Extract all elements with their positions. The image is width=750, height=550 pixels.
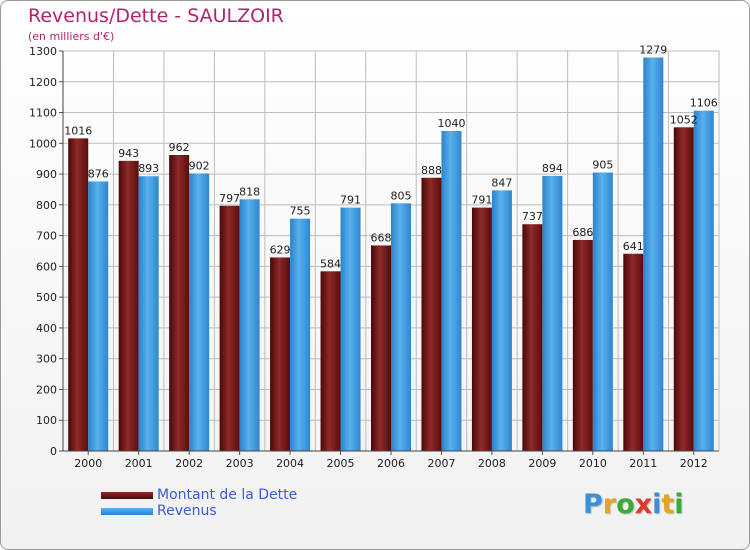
bar-revenus-2003 xyxy=(239,199,260,451)
data-label-dette-2008: 791 xyxy=(471,194,492,207)
x-tick-label-2008: 2008 xyxy=(478,457,506,470)
x-tick-label-2009: 2009 xyxy=(528,457,556,470)
axes: 0 100 200 300 400 500 600 700 800 900 1000 1100 1200… xyxy=(29,45,719,470)
bar-revenus-2010 xyxy=(592,172,613,452)
data-label-dette-2007: 888 xyxy=(421,164,442,177)
y-tick-label: 900 xyxy=(36,168,57,181)
bar-dette-2012 xyxy=(673,127,694,452)
bar-dette-2002 xyxy=(169,155,190,451)
x-tick-label-2005: 2005 xyxy=(327,457,355,470)
legend-label-dette: Montant de la Dette xyxy=(157,487,298,503)
data-label-revenus-2004: 755 xyxy=(290,205,311,218)
data-label-dette-2010: 686 xyxy=(572,226,593,239)
x-tick-label-2010: 2010 xyxy=(579,457,607,470)
bar-dette-2007 xyxy=(421,177,442,451)
bar-dette-2010 xyxy=(572,239,593,451)
data-label-revenus-2008: 847 xyxy=(491,176,512,189)
x-tick-label-2012: 2012 xyxy=(680,457,708,470)
data-label-revenus-2007: 1040 xyxy=(437,117,465,130)
y-tick-label: 1000 xyxy=(29,137,57,150)
logo-letter: r xyxy=(602,489,617,520)
data-label-revenus-2002: 902 xyxy=(189,159,210,172)
chart-title: Revenus/Dette - SAULZOIR xyxy=(28,5,284,27)
chart-subtitle: (en milliers d'€) xyxy=(28,30,115,43)
legend-swatch-dette xyxy=(101,492,153,499)
y-tick-label: 100 xyxy=(36,414,57,427)
data-label-revenus-2003: 818 xyxy=(239,185,260,198)
x-tick-label-2002: 2002 xyxy=(175,457,203,470)
y-tick-label: 300 xyxy=(36,353,57,366)
bar-dette-2005 xyxy=(320,271,341,451)
data-label-dette-2005: 584 xyxy=(320,257,341,270)
data-label-dette-2006: 668 xyxy=(371,231,392,244)
data-label-revenus-2009: 894 xyxy=(542,162,563,175)
bars xyxy=(68,57,714,452)
y-tick-label: 0 xyxy=(50,445,57,458)
x-tick-label-2003: 2003 xyxy=(226,457,254,470)
data-label-dette-2012: 1052 xyxy=(670,113,698,126)
y-tick-label: 400 xyxy=(36,322,57,335)
logo-letter: i xyxy=(652,489,662,520)
bar-revenus-2012 xyxy=(693,110,714,451)
data-label-revenus-2000: 876 xyxy=(88,167,109,180)
x-tick-label-2004: 2004 xyxy=(276,457,304,470)
data-label-dette-2003: 797 xyxy=(219,192,240,205)
bar-revenus-2006 xyxy=(391,203,411,451)
y-tick-label: 500 xyxy=(36,291,57,304)
x-tick-label-2011: 2011 xyxy=(629,457,657,470)
bar-dette-2008 xyxy=(471,207,492,451)
y-tick-label: 1100 xyxy=(29,107,57,120)
bar-revenus-2002 xyxy=(189,173,210,451)
bar-dette-2009 xyxy=(522,224,543,451)
bar-revenus-2005 xyxy=(340,207,361,451)
logo-letter: o xyxy=(616,489,635,520)
bar-dette-2011 xyxy=(623,253,644,451)
logo-letter: x xyxy=(634,489,653,520)
data-label-dette-2009: 737 xyxy=(522,210,543,223)
proxiti-logo: Proxiti xyxy=(583,489,684,520)
y-tick-label: 700 xyxy=(36,230,57,243)
data-label-dette-2001: 943 xyxy=(118,147,139,160)
x-tick-label-2007: 2007 xyxy=(427,457,455,470)
bar-dette-2004 xyxy=(270,257,291,451)
bar-revenus-2008 xyxy=(491,190,512,451)
x-tick-label-2006: 2006 xyxy=(377,457,405,470)
logo-letter: t xyxy=(661,489,675,520)
bar-dette-2000 xyxy=(68,138,89,451)
bar-revenus-2001 xyxy=(138,176,159,451)
bar-revenus-2004 xyxy=(290,218,311,451)
data-label-dette-2004: 629 xyxy=(270,243,291,256)
bar-revenus-2009 xyxy=(542,175,563,451)
legend-label-revenus: Revenus xyxy=(157,503,217,519)
legend-swatch-revenus xyxy=(101,508,153,515)
logo-letter: P xyxy=(583,489,603,520)
y-tick-label: 800 xyxy=(36,199,57,212)
bar-dette-2003 xyxy=(219,205,240,451)
data-label-revenus-2005: 791 xyxy=(340,194,361,207)
data-label-dette-2011: 641 xyxy=(623,240,644,253)
data-label-revenus-2010: 905 xyxy=(592,159,613,172)
x-tick-label-2000: 2000 xyxy=(74,457,102,470)
y-tick-label: 1200 xyxy=(29,76,57,89)
bar-revenus-2007 xyxy=(441,131,462,451)
data-labels: 1016 876 943 893 962 902 797 818 629 755 584 791 668… xyxy=(64,43,718,270)
bar-revenus-2011 xyxy=(643,57,664,451)
logo-letter: i xyxy=(674,489,684,520)
bar-revenus-2000 xyxy=(88,181,109,451)
data-label-revenus-2011: 1279 xyxy=(639,43,667,56)
data-label-revenus-2006: 805 xyxy=(391,189,412,202)
y-tick-label: 1300 xyxy=(29,45,57,58)
data-label-dette-2002: 962 xyxy=(169,141,190,154)
data-label-revenus-2012: 1106 xyxy=(690,97,718,110)
bar-dette-2001 xyxy=(118,160,139,451)
y-tick-label: 200 xyxy=(36,383,57,396)
bar-dette-2006 xyxy=(371,245,391,451)
data-label-revenus-2001: 893 xyxy=(138,162,159,175)
data-label-dette-2000: 1016 xyxy=(64,124,92,137)
y-tick-label: 600 xyxy=(36,260,57,273)
x-tick-label-2001: 2001 xyxy=(125,457,153,470)
